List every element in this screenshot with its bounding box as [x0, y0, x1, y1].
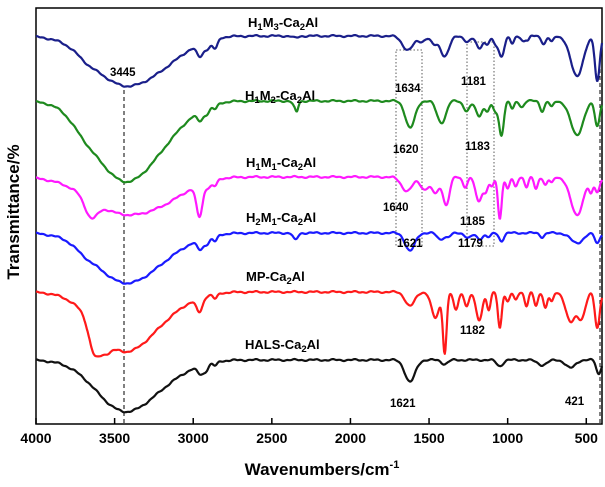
x-tick-label-500: 500: [575, 430, 599, 446]
peak-label-1634: 1634: [395, 83, 421, 95]
x-axis: 4000 3500 3000 2500 2000 1500 1000 500: [20, 418, 598, 446]
x-tick-label-3500: 3500: [99, 430, 130, 446]
peak-label-1182: 1182: [460, 325, 485, 337]
peak-label-1185: 1185: [460, 216, 486, 228]
curve-hals: [35, 357, 604, 414]
series-label-hals: HALS-Ca2Al: [245, 337, 320, 355]
series-label-h1m2: H1M2-Ca2Al: [245, 88, 315, 106]
x-tick-label-1500: 1500: [413, 430, 444, 446]
x-axis-title: Wavenumbers/cm-1: [245, 459, 400, 479]
curve-h2m1: [35, 230, 603, 285]
series-label-h2m1: H2M1-Ca2Al: [246, 210, 316, 228]
x-tick-label-1000: 1000: [492, 430, 523, 446]
series-label-mp: MP-Ca2Al: [246, 269, 305, 287]
curve-h1m2: [35, 98, 604, 184]
peak-label-1621-hals: 1621: [390, 398, 416, 410]
curve-h1m3: [35, 34, 604, 88]
x-tick-label-3000: 3000: [178, 430, 209, 446]
peak-label-1620: 1620: [393, 144, 419, 156]
peak-label-1183: 1183: [465, 141, 490, 153]
peak-label-1181: 1181: [461, 76, 487, 88]
x-tick-label-2000: 2000: [335, 430, 366, 446]
x-tick-label-4000: 4000: [20, 430, 51, 446]
peak-label-421: 421: [565, 396, 585, 408]
x-tick-label-2500: 2500: [256, 430, 287, 446]
series-label-h1m3: H1M3-Ca2Al: [248, 15, 318, 33]
peak-label-1640: 1640: [383, 202, 409, 214]
peak-label-3445: 3445: [110, 67, 136, 79]
plot-frame: [35, 7, 603, 425]
curve-h1m1: [35, 174, 603, 220]
highlight-box-1620-region: [395, 49, 423, 247]
series-label-h1m1: H1M1-Ca2Al: [246, 155, 316, 173]
curve-mp: [35, 289, 604, 358]
y-axis-title: Transmittance/%: [4, 144, 23, 279]
peak-label-1179: 1179: [458, 238, 483, 250]
peak-label-1621-h2m1: 1621: [397, 238, 423, 250]
series-group: [35, 34, 604, 414]
